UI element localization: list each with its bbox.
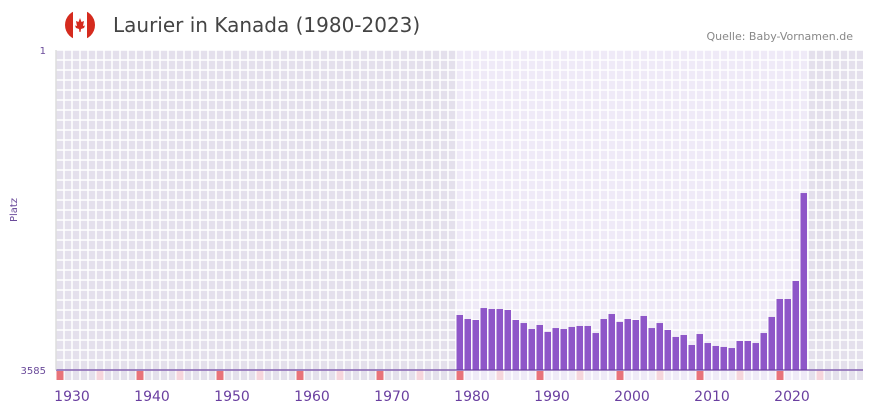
bar-2010 <box>696 334 703 370</box>
bar-2003 <box>640 315 647 370</box>
bar-2019 <box>768 316 775 370</box>
bar-1997 <box>592 333 599 370</box>
decade-marker <box>736 371 744 380</box>
decade-marker <box>96 371 104 380</box>
bar-2012 <box>712 345 719 370</box>
bar-2018 <box>760 333 767 370</box>
bar-2000 <box>616 321 623 370</box>
bar-2005 <box>656 323 663 370</box>
bar-1996 <box>584 325 591 370</box>
bar-1992 <box>552 328 559 370</box>
bar-1984 <box>488 309 495 370</box>
decade-marker <box>536 371 544 380</box>
bar-2004 <box>648 328 655 370</box>
bar-1983 <box>480 308 487 370</box>
decade-marker <box>296 371 304 380</box>
bar-1989 <box>528 329 535 370</box>
y-tick-label: 3585 <box>21 366 46 377</box>
y-axis-label: Platz <box>9 198 20 222</box>
x-tick-label: 1950 <box>214 389 250 405</box>
decade-marker <box>576 371 584 380</box>
bar-2016 <box>744 340 751 370</box>
page-title: Laurier in Kanada (1980-2023) <box>113 13 421 37</box>
bar-1994 <box>568 326 575 370</box>
x-tick-label: 2000 <box>614 389 650 405</box>
x-tick-label: 1980 <box>454 389 490 405</box>
y-tick-label: 1 <box>40 46 46 57</box>
x-tick-label: 1940 <box>134 389 170 405</box>
decade-marker <box>656 371 664 380</box>
decade-marker <box>256 371 264 380</box>
decade-marker <box>216 371 224 380</box>
bar-1998 <box>600 319 607 370</box>
bar-2006 <box>664 330 671 370</box>
decade-marker <box>336 371 344 380</box>
bar-1982 <box>472 320 479 370</box>
bar-1990 <box>536 325 543 370</box>
decade-marker <box>456 371 464 380</box>
bar-2007 <box>672 336 679 370</box>
bar-2002 <box>632 320 639 370</box>
bar-2011 <box>704 343 711 370</box>
decade-marker <box>56 371 64 380</box>
x-tick-label: 2010 <box>694 389 730 405</box>
bar-1980 <box>456 315 463 370</box>
x-tick-label: 2020 <box>774 389 810 405</box>
x-tick-label: 1930 <box>54 389 90 405</box>
bar-1985 <box>496 309 503 370</box>
bar-2014 <box>728 348 735 370</box>
canada-flag-icon <box>65 10 95 40</box>
bar-1991 <box>544 331 551 370</box>
decade-marker <box>776 371 784 380</box>
bar-2020 <box>776 299 783 370</box>
source-link[interactable]: Quelle: Baby-Vornamen.de <box>706 30 853 43</box>
bar-2001 <box>624 319 631 370</box>
decade-marker <box>696 371 704 380</box>
decade-marker <box>376 371 384 380</box>
plot-background-outside <box>808 50 863 380</box>
decade-marker <box>136 371 144 380</box>
bar-2023 <box>800 193 807 370</box>
x-tick-label: 1960 <box>294 389 330 405</box>
bar-1995 <box>576 325 583 370</box>
decade-marker <box>496 371 504 380</box>
x-tick-label: 1970 <box>374 389 410 405</box>
decade-marker <box>816 371 824 380</box>
decade-marker <box>616 371 624 380</box>
bar-1981 <box>464 319 471 370</box>
bar-2008 <box>680 335 687 370</box>
bar-2013 <box>720 346 727 370</box>
bar-2022 <box>792 280 799 370</box>
bar-2009 <box>688 345 695 370</box>
bar-1988 <box>520 323 527 370</box>
bar-2017 <box>752 343 759 370</box>
bar-1986 <box>504 310 511 370</box>
decade-marker <box>176 371 184 380</box>
bar-1993 <box>560 329 567 370</box>
decade-marker <box>416 371 424 380</box>
x-tick-label: 1990 <box>534 389 570 405</box>
bar-2021 <box>784 299 791 370</box>
bar-1987 <box>512 320 519 370</box>
bar-1999 <box>608 314 615 370</box>
bar-2015 <box>736 340 743 370</box>
